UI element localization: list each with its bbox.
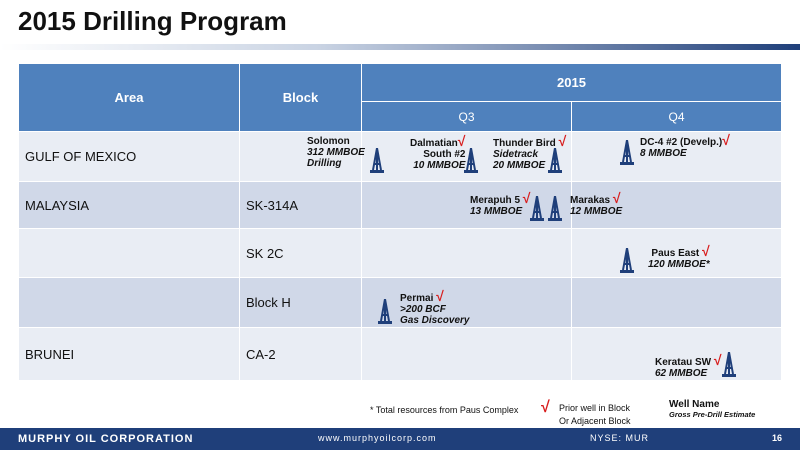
well-name: Thunder Bird bbox=[493, 138, 556, 149]
well-thunderbird: Thunder Bird √ Sidetrack 20 MMBOE bbox=[493, 133, 567, 171]
well-keratau: Keratau SW √ 62 MMBOE bbox=[655, 352, 722, 379]
drilling-rig-icon bbox=[464, 148, 478, 173]
well-pauseast: Paus East √ 120 MMBOE* bbox=[648, 243, 710, 270]
page-title: 2015 Drilling Program bbox=[18, 6, 287, 36]
well-name: Merapuh 5 bbox=[470, 195, 521, 206]
header-area: Area bbox=[18, 63, 240, 132]
legend-prior: Prior well in Block bbox=[559, 403, 631, 413]
page-number: 16 bbox=[772, 433, 783, 443]
well-name: Solomon bbox=[307, 136, 350, 147]
well-estimate: 12 MMBOE bbox=[570, 206, 623, 217]
well-estimate: 13 MMBOE bbox=[470, 206, 523, 217]
footer-bar: MURPHY OIL CORPORATION www.murphyoilcorp… bbox=[0, 428, 800, 450]
well-name: Keratau SW bbox=[655, 357, 712, 368]
drilling-rig-icon bbox=[620, 248, 634, 273]
footer-ticker: NYSE: MUR bbox=[590, 433, 650, 443]
well-estimate: 20 MMBOE bbox=[493, 160, 546, 171]
drilling-rig-icon bbox=[378, 299, 392, 324]
legend-check-text: Prior well in Block Or Adjacent Block bbox=[559, 402, 631, 428]
check-mark-icon: √ bbox=[722, 132, 730, 148]
drilling-rig-icon bbox=[530, 196, 544, 221]
q3-cell bbox=[361, 277, 572, 328]
well-name: DC-4 #2 (Develp.) bbox=[640, 137, 723, 148]
well-status: Gas Discovery bbox=[400, 315, 470, 326]
check-mark-icon: √ bbox=[522, 190, 531, 206]
drilling-rig-icon bbox=[548, 196, 562, 221]
well-name: Permai bbox=[400, 293, 434, 304]
area-cell: MALAYSIA bbox=[18, 181, 240, 229]
total-resources-note: * Total resources from Paus Complex bbox=[370, 405, 519, 415]
table-row: MALAYSIA SK-314A bbox=[18, 181, 782, 229]
q4-cell bbox=[571, 131, 782, 182]
table-row: Block H bbox=[18, 277, 782, 328]
drilling-rig-icon bbox=[370, 148, 384, 173]
legend-gross-estimate: Gross Pre-Drill Estimate bbox=[669, 410, 756, 419]
well-subname: Sidetrack bbox=[493, 149, 539, 160]
footer-website-link[interactable]: www.murphyoilcorp.com bbox=[318, 433, 437, 443]
title-divider bbox=[0, 44, 800, 50]
well-estimate: 10 MMBOE bbox=[413, 160, 466, 171]
check-mark-icon: √ bbox=[457, 133, 466, 149]
block-cell: CA-2 bbox=[239, 327, 362, 381]
well-estimate: 62 MMBOE bbox=[655, 368, 708, 379]
footer-company: MURPHY OIL CORPORATION bbox=[18, 433, 194, 445]
legend-adjacent: Or Adjacent Block bbox=[559, 416, 631, 426]
well-solomon: Solomon 312 MMBOE Drilling bbox=[307, 136, 365, 169]
check-mark-icon: √ bbox=[558, 133, 567, 149]
well-dc4: DC-4 #2 (Develp.)√ 8 MMBOE bbox=[640, 132, 730, 159]
drilling-rig-icon bbox=[620, 140, 634, 165]
well-estimate: >200 BCF bbox=[400, 304, 446, 315]
block-cell: SK-314A bbox=[239, 181, 362, 229]
drilling-rig-icon bbox=[548, 148, 562, 173]
q4-cell bbox=[571, 228, 782, 278]
well-subname: South #2 bbox=[423, 149, 466, 160]
header-year: 2015 bbox=[361, 63, 782, 102]
well-merapuh: Merapuh 5 √ 13 MMBOE bbox=[470, 190, 531, 217]
well-status: Drilling bbox=[307, 158, 342, 169]
well-dalmatian: Dalmatian√ South #2 10 MMBOE bbox=[410, 133, 466, 171]
check-mark-icon: √ bbox=[541, 399, 550, 416]
q3-cell bbox=[361, 228, 572, 278]
area-cell: GULF OF MEXICO bbox=[18, 131, 240, 182]
well-name: Dalmatian bbox=[410, 138, 458, 149]
table-row: GULF OF MEXICO bbox=[18, 131, 782, 182]
q4-cell bbox=[571, 181, 782, 229]
check-mark-icon: √ bbox=[702, 243, 710, 259]
drilling-rig-icon bbox=[722, 352, 736, 377]
check-mark-icon: √ bbox=[713, 352, 722, 368]
header-q3: Q3 bbox=[361, 101, 572, 132]
block-cell: Block H bbox=[239, 277, 362, 328]
header-block: Block bbox=[239, 63, 362, 132]
well-permai: Permai √ >200 BCF Gas Discovery bbox=[400, 288, 470, 326]
table-row: BRUNEI CA-2 bbox=[18, 327, 782, 381]
legend-well-name: Well Name bbox=[669, 399, 720, 410]
well-name: Marakas bbox=[570, 195, 611, 206]
drilling-program-table: Area Block 2015 Q3 Q4 GULF OF MEXICO MAL… bbox=[18, 63, 782, 381]
block-cell: SK 2C bbox=[239, 228, 362, 278]
well-estimate: 8 MMBOE bbox=[640, 148, 687, 159]
well-name: Paus East bbox=[651, 248, 700, 259]
table-row: SK 2C bbox=[18, 228, 782, 278]
q4-cell bbox=[571, 327, 782, 381]
q3-cell bbox=[361, 131, 572, 182]
q4-cell bbox=[571, 277, 782, 328]
check-mark-icon: √ bbox=[436, 288, 444, 304]
well-marakas: Marakas √ 12 MMBOE bbox=[570, 190, 623, 217]
area-cell: BRUNEI bbox=[18, 327, 240, 381]
area-cell bbox=[18, 277, 240, 328]
well-estimate: 312 MMBOE bbox=[307, 147, 365, 158]
q3-cell bbox=[361, 327, 572, 381]
check-mark-icon: √ bbox=[612, 190, 621, 206]
header-q4: Q4 bbox=[571, 101, 782, 132]
well-estimate: 120 MMBOE* bbox=[648, 259, 710, 270]
area-cell bbox=[18, 228, 240, 278]
